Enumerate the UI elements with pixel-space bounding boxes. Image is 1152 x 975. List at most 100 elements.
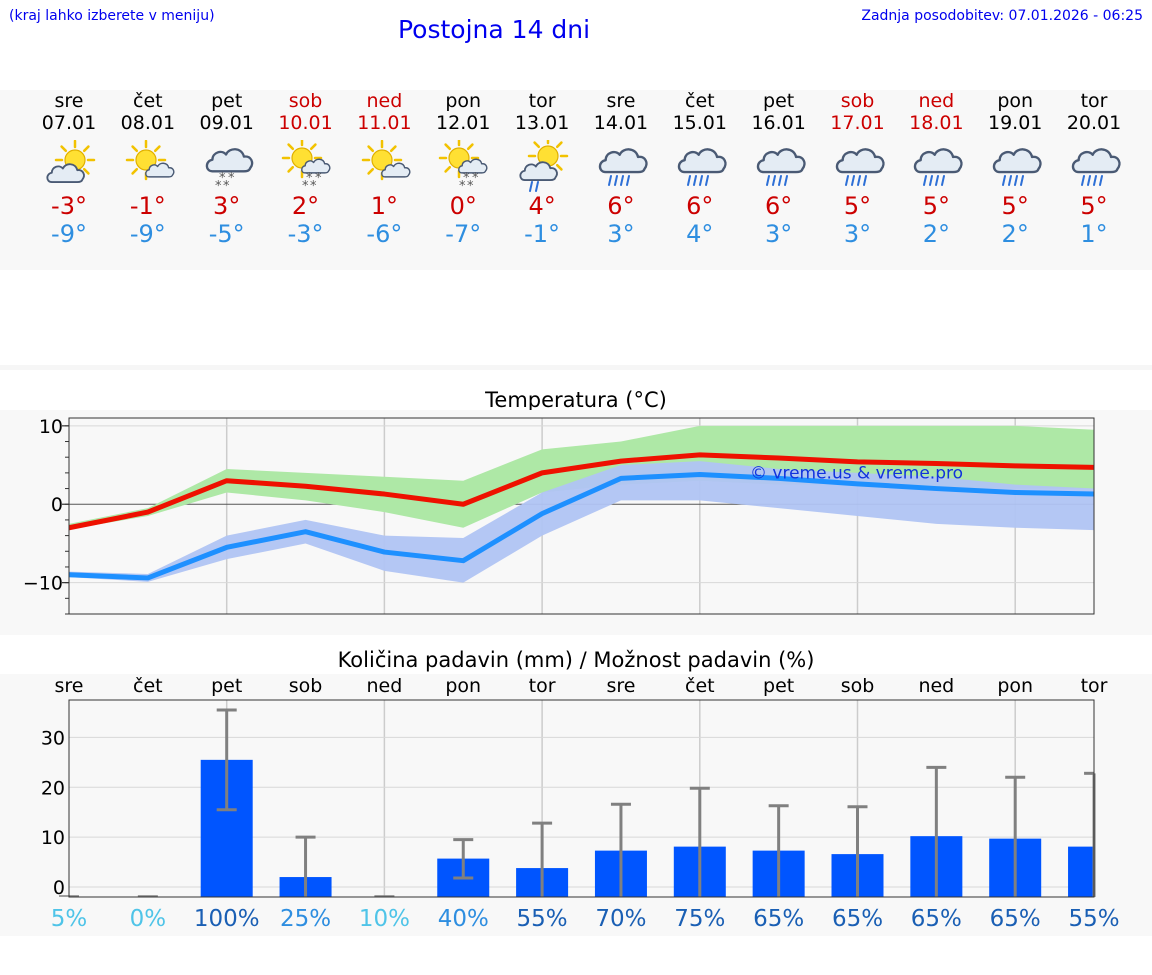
x-category-label: tor [529, 675, 556, 697]
day-name: čet [685, 90, 715, 112]
sun-cloud-rain-icon [519, 140, 569, 192]
day-forecast[interactable]: sob 17.01 5° 3° [821, 90, 895, 248]
temp-min: 3° [607, 220, 635, 248]
day-date: 10.01 [278, 112, 333, 134]
precipitation-chart-title: Količina padavin (mm) / Možnost padavin … [337, 648, 815, 672]
day-date: 13.01 [514, 112, 570, 134]
temp-max: 5° [1001, 192, 1029, 220]
x-category-label: pon [997, 675, 1033, 697]
day-name: sob [288, 90, 323, 112]
temp-max: 6° [765, 192, 793, 220]
precip-probability-label: 65% [990, 906, 1041, 932]
day-forecast[interactable]: pet 16.01 6° 3° [742, 90, 816, 248]
temp-max: 0° [449, 192, 477, 220]
x-category-label: čet [685, 675, 715, 697]
temperature-chart: © vreme.us & vreme.pro −10 0 10 [0, 410, 1152, 635]
temp-min: -1° [524, 220, 561, 248]
location-menu-note[interactable]: (kraj lahko izberete v meniju) [9, 8, 215, 24]
day-date: 19.01 [987, 112, 1043, 134]
cloud-rain-icon [1071, 148, 1121, 186]
temp-max: 5° [843, 192, 872, 220]
day-forecast[interactable]: tor 13.01 4° -1° [505, 90, 579, 248]
day-forecast[interactable]: sob 10.01 * * * * 2° -3° [269, 90, 343, 248]
day-forecast[interactable]: pon 19.01 5° 2° [978, 90, 1052, 248]
day-name: tor [528, 90, 556, 112]
temp-max: 5° [1080, 192, 1108, 220]
x-category-label: pet [763, 675, 794, 697]
temp-min: -3° [287, 220, 324, 248]
sun-cloud-snow-icon: * *** [439, 140, 488, 192]
x-category-label: pon [445, 675, 481, 697]
precip-probability-label: 65% [911, 906, 962, 932]
temp-min: 1° [1080, 220, 1108, 248]
tmax-line [68, 452, 1095, 531]
temp-min: -7° [445, 220, 482, 248]
daily-forecast-strip: sre 07.01 -3° -9° čet 08.01 -1° -9° pet 09.01 * * * *… [0, 90, 1152, 270]
day-name: čet [133, 90, 163, 112]
y-tick-label: 20 [41, 777, 65, 799]
day-date: 11.01 [357, 112, 412, 134]
day-forecast[interactable]: pet 09.01 * * * * 3° -5° [190, 90, 264, 248]
day-forecast[interactable]: čet 15.01 6° 4° [663, 90, 737, 248]
svg-text:*: * [306, 171, 313, 186]
day-forecast[interactable]: sre 07.01 -3° -9° [32, 90, 106, 248]
svg-text:*: * [472, 171, 479, 186]
precip-probability-label: 40% [438, 906, 489, 932]
day-name: pet [211, 90, 243, 112]
precip-probability-label: 5% [51, 906, 88, 932]
svg-text:*: * [219, 171, 226, 186]
day-date: 17.01 [830, 112, 885, 134]
precip-probability-label: 55% [517, 906, 568, 932]
divider [0, 365, 1152, 370]
svg-text:*: * [467, 179, 474, 192]
tmin-range-band [69, 461, 1095, 583]
day-forecast[interactable]: ned 11.01 1° -6° [347, 90, 421, 248]
cloud-rain-icon [914, 148, 963, 186]
precip-probability-label: 100% [194, 906, 260, 932]
precip-probability-label: 10% [359, 906, 410, 932]
plot-frame [68, 417, 1095, 615]
temp-min: -6° [366, 220, 403, 248]
last-update-label: Zadnja posodobitev: 07.01.2026 - 06:25 [861, 8, 1143, 24]
day-date: 18.01 [909, 112, 964, 134]
day-name: sre [606, 90, 636, 112]
svg-text:*: * [315, 171, 322, 186]
day-forecast[interactable]: ned 18.01 5° 2° [899, 90, 973, 248]
precipitation-chart: sre čet pet sob ned pon tor sre čet pet sob ned pon t… [0, 674, 1152, 936]
temp-min: 2° [922, 220, 950, 248]
temp-min: -9° [129, 220, 166, 248]
day-forecast[interactable]: čet 08.01 -1° -9° [111, 90, 185, 248]
day-forecast[interactable]: sre 14.01 6° 3° [584, 90, 658, 248]
day-forecast[interactable]: pon 12.01 * * * * 0° -7° [426, 90, 500, 248]
x-category-label: sre [606, 675, 635, 697]
temp-max: 4° [528, 192, 556, 220]
day-name: sre [54, 90, 84, 112]
temp-max: 2° [291, 192, 320, 220]
y-tick-label: 10 [39, 416, 63, 438]
temp-min: 4° [686, 220, 714, 248]
day-date: 16.01 [751, 112, 806, 134]
svg-text:*: * [310, 179, 317, 192]
x-category-label: ned [367, 675, 403, 697]
tmax-range-band [69, 425, 1095, 530]
day-name: tor [1080, 90, 1108, 112]
watermark: © vreme.us & vreme.pro [750, 463, 963, 483]
y-tick-label: −10 [23, 573, 63, 595]
svg-text:*: * [463, 171, 470, 186]
cloud-rain-icon [835, 148, 885, 186]
plot-frame [68, 699, 1095, 898]
sun-small-cloud-icon [125, 140, 175, 181]
x-category-label: tor [1081, 675, 1108, 697]
y-tick-label: 30 [41, 727, 65, 749]
y-tick-label: 0 [53, 877, 65, 899]
sun-small-cloud-icon [362, 140, 411, 181]
temp-min: 3° [843, 220, 872, 248]
day-forecast[interactable]: tor 20.01 5° 1° [1057, 90, 1131, 248]
x-category-label: sre [55, 675, 84, 697]
day-name: pon [445, 90, 482, 112]
day-date: 08.01 [120, 112, 176, 134]
day-date: 20.01 [1066, 112, 1122, 134]
precip-probability-label: 0% [130, 906, 167, 932]
sun-cloud-icon [46, 140, 96, 184]
day-name: pet [763, 90, 795, 112]
